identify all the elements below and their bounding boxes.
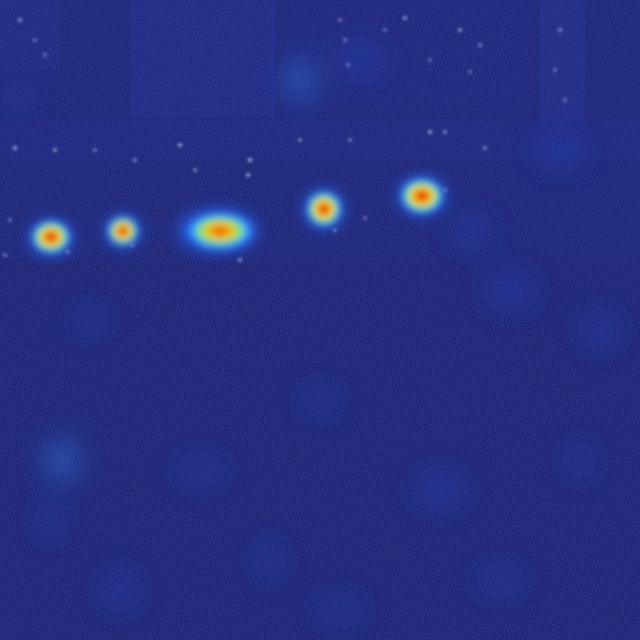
background-mottle	[0, 30, 630, 630]
hotspot-5	[400, 178, 444, 214]
heat-hotspots	[29, 176, 446, 256]
hotspot-1	[31, 220, 71, 254]
hotspot-2	[107, 216, 139, 246]
specular-speckles	[3, 16, 567, 262]
hotspot-3	[184, 211, 256, 251]
hotspot-4	[306, 191, 342, 227]
